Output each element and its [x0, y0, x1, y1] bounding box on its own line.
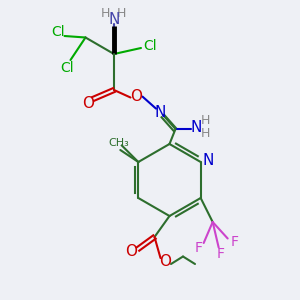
Text: Cl: Cl [61, 61, 74, 74]
Text: H: H [201, 114, 210, 127]
Text: Cl: Cl [52, 25, 65, 38]
Text: F: F [216, 247, 224, 260]
Text: N: N [108, 12, 120, 27]
Text: N: N [155, 105, 166, 120]
Text: N: N [191, 120, 202, 135]
Text: O: O [125, 244, 137, 260]
Text: H: H [100, 7, 110, 20]
Text: F: F [230, 235, 238, 248]
Text: N: N [202, 153, 214, 168]
Text: O: O [130, 89, 142, 104]
Text: Cl: Cl [143, 40, 157, 53]
Text: O: O [82, 96, 94, 111]
Text: F: F [194, 241, 202, 254]
Text: H: H [117, 7, 126, 20]
Text: H: H [201, 127, 210, 140]
Text: CH₃: CH₃ [108, 137, 129, 148]
Text: O: O [159, 254, 171, 269]
